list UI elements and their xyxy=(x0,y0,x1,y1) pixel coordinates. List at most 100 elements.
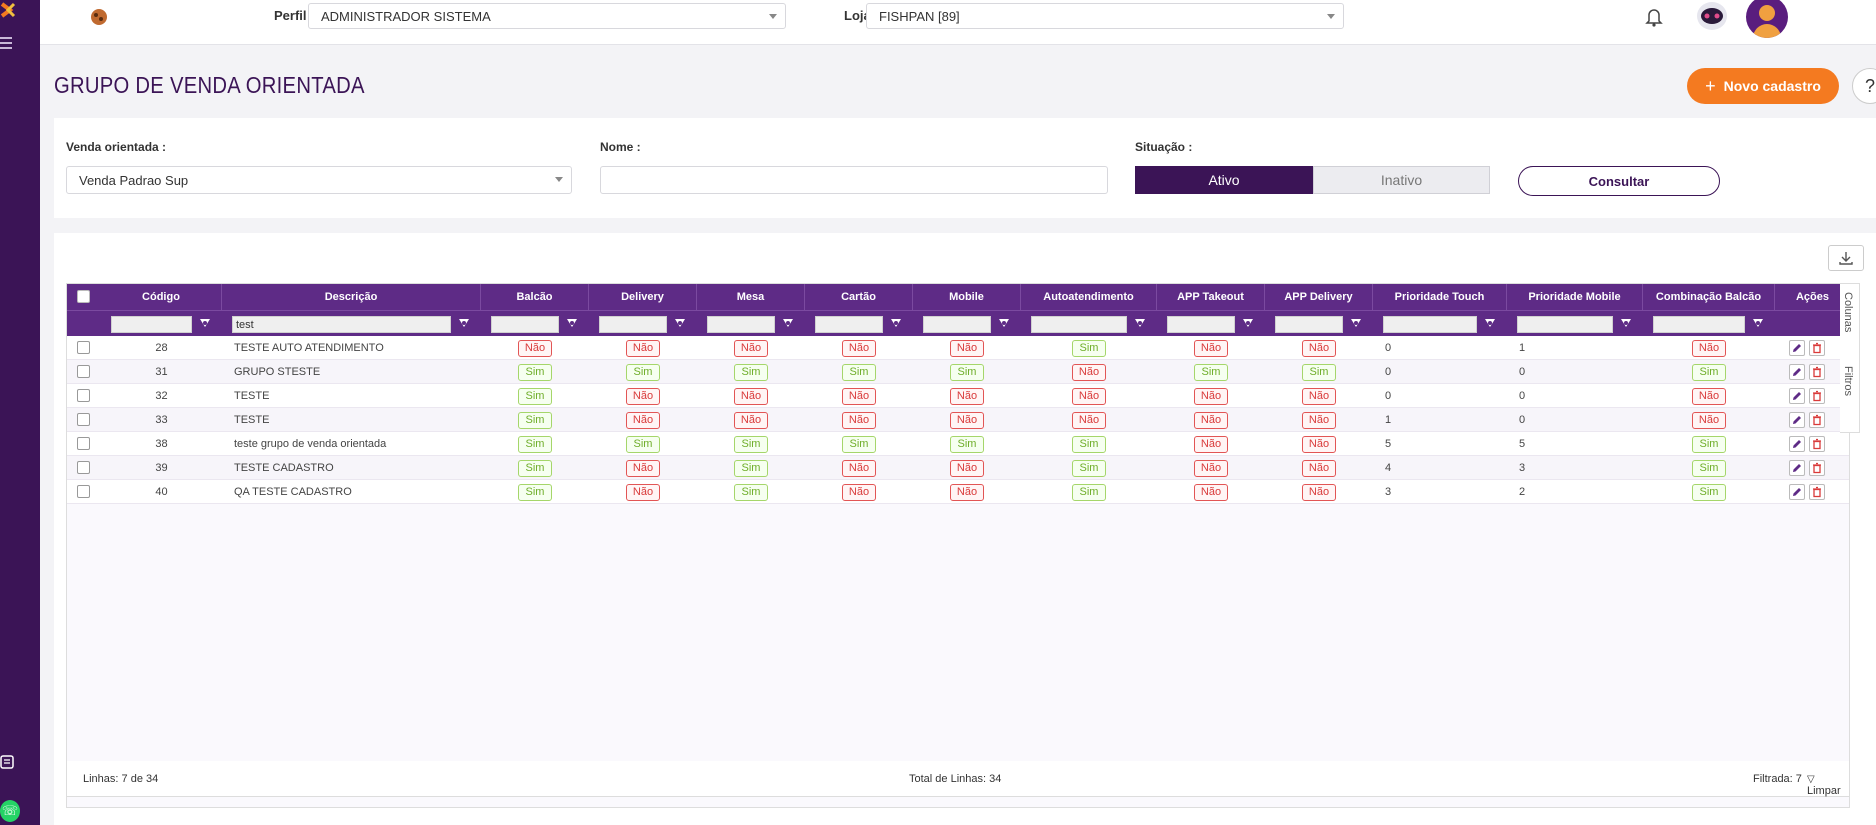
column-header-prioridade-mobile[interactable]: Prioridade Mobile xyxy=(1507,284,1643,310)
select-all-checkbox[interactable] xyxy=(77,290,90,303)
edit-icon[interactable] xyxy=(1789,340,1805,356)
perfil-select[interactable]: ADMINISTRADOR SISTEMA xyxy=(308,3,786,29)
delete-icon[interactable] xyxy=(1809,340,1825,356)
column-header-descricao[interactable]: Descrição xyxy=(222,284,481,310)
column-filter-prioridade-touch[interactable] xyxy=(1383,316,1477,333)
cell-prioridade-touch: 0 xyxy=(1385,366,1392,378)
filter-icon[interactable] xyxy=(1753,319,1763,327)
row-checkbox[interactable] xyxy=(77,485,90,498)
table-row[interactable]: 33 TESTE Sim Não Não Não Não Não Não Não 1 0 Não xyxy=(67,408,1849,432)
consult-button[interactable]: Consultar xyxy=(1518,166,1720,196)
grid-filter-row: test xyxy=(67,310,1849,336)
clear-filters-button[interactable]: ▽ Limpar xyxy=(1807,773,1849,797)
column-filter-codigo[interactable] xyxy=(111,316,192,333)
bell-icon[interactable] xyxy=(1644,6,1664,28)
column-header-mobile[interactable]: Mobile xyxy=(913,284,1021,310)
loja-select[interactable]: FISHPAN [89] xyxy=(866,3,1344,29)
table-row[interactable]: 40 QA TESTE CADASTRO Sim Não Sim Não Não Sim Não… xyxy=(67,480,1849,504)
nome-label: Nome : xyxy=(600,140,641,154)
table-row[interactable]: 31 GRUPO STESTE Sim Sim Sim Sim Sim Não Sim Sim 0 0… xyxy=(67,360,1849,384)
column-filter-autoatendimento[interactable] xyxy=(1031,316,1127,333)
column-filter-mesa[interactable] xyxy=(707,316,775,333)
delete-icon[interactable] xyxy=(1809,412,1825,428)
filter-icon[interactable] xyxy=(891,319,901,327)
column-filter-descricao[interactable]: test xyxy=(232,316,451,333)
status-badge-balcao: Não xyxy=(518,340,552,357)
column-header-autoatendimento[interactable]: Autoatendimento xyxy=(1021,284,1157,310)
column-filter-prioridade-mobile[interactable] xyxy=(1517,316,1613,333)
status-badge-combinacao-balcao: Não xyxy=(1692,388,1726,405)
filter-icon[interactable] xyxy=(999,319,1009,327)
column-header-codigo[interactable]: Código xyxy=(101,284,222,310)
edit-icon[interactable] xyxy=(1789,364,1805,380)
row-checkbox[interactable] xyxy=(77,365,90,378)
row-checkbox[interactable] xyxy=(77,413,90,426)
row-checkbox[interactable] xyxy=(77,461,90,474)
status-badge-combinacao-balcao: Não xyxy=(1692,412,1726,429)
support-icon[interactable] xyxy=(0,752,16,772)
row-checkbox[interactable] xyxy=(77,341,90,354)
column-filter-combinacao-balcao[interactable] xyxy=(1653,316,1745,333)
filters-tab[interactable]: Filtros xyxy=(1842,366,1854,396)
edit-icon[interactable] xyxy=(1789,388,1805,404)
column-header-mesa[interactable]: Mesa xyxy=(697,284,805,310)
edit-icon[interactable] xyxy=(1789,484,1805,500)
filter-icon[interactable] xyxy=(783,319,793,327)
filter-icon[interactable] xyxy=(567,319,577,327)
table-row[interactable]: 39 TESTE CADASTRO Sim Não Sim Não Não Sim Não Não… xyxy=(67,456,1849,480)
filter-icon[interactable] xyxy=(459,319,469,327)
row-checkbox[interactable] xyxy=(77,389,90,402)
export-button[interactable] xyxy=(1828,245,1864,271)
column-header-combinacao-balcao[interactable]: Combinação Balcão xyxy=(1643,284,1775,310)
filter-icon[interactable] xyxy=(1485,319,1495,327)
table-row[interactable]: 28 TESTE AUTO ATENDIMENTO Não Não Não Não Não S… xyxy=(67,336,1849,360)
column-header-cartao[interactable]: Cartão xyxy=(805,284,913,310)
status-badge-autoatendimento: Não xyxy=(1072,364,1106,381)
columns-tab[interactable]: Colunas xyxy=(1842,292,1854,333)
delete-icon[interactable] xyxy=(1809,460,1825,476)
assistant-robot-icon[interactable] xyxy=(1692,0,1732,36)
edit-icon[interactable] xyxy=(1789,412,1805,428)
filter-icon[interactable] xyxy=(1351,319,1361,327)
filter-icon[interactable] xyxy=(200,319,210,327)
delete-icon[interactable] xyxy=(1809,364,1825,380)
delete-icon[interactable] xyxy=(1809,484,1825,500)
column-filter-app-delivery[interactable] xyxy=(1275,316,1343,333)
table-row[interactable]: 32 TESTE Sim Não Não Não Não Não Não Não 0 0 Não xyxy=(67,384,1849,408)
column-header-balcao[interactable]: Balcão xyxy=(481,284,589,310)
user-avatar[interactable] xyxy=(1746,0,1788,38)
help-button[interactable]: ? xyxy=(1852,68,1876,104)
column-header-app-takeout[interactable]: APP Takeout xyxy=(1157,284,1265,310)
column-header-acoes[interactable]: Ações xyxy=(1775,284,1849,310)
situacao-inativo-toggle[interactable]: Inativo xyxy=(1313,166,1490,194)
column-filter-app-takeout[interactable] xyxy=(1167,316,1235,333)
table-row[interactable]: 38 teste grupo de venda orientada Sim Sim Si… xyxy=(67,432,1849,456)
perfil-label: Perfil : xyxy=(274,8,315,23)
filter-icon[interactable] xyxy=(1621,319,1631,327)
column-filter-balcao[interactable] xyxy=(491,316,559,333)
sidebar: ☏ xyxy=(0,0,40,825)
edit-icon[interactable] xyxy=(1789,436,1805,452)
nome-input[interactable] xyxy=(600,166,1108,194)
app-logo-icon[interactable] xyxy=(0,0,22,20)
menu-toggle-icon[interactable] xyxy=(0,34,14,50)
status-badge-mesa: Não xyxy=(734,340,768,357)
situacao-ativo-toggle[interactable]: Ativo xyxy=(1135,166,1313,194)
delete-icon[interactable] xyxy=(1809,436,1825,452)
column-header-delivery[interactable]: Delivery xyxy=(589,284,697,310)
column-filter-delivery[interactable] xyxy=(599,316,667,333)
delete-icon[interactable] xyxy=(1809,388,1825,404)
cell-prioridade-touch: 0 xyxy=(1385,390,1392,402)
column-filter-mobile[interactable] xyxy=(923,316,991,333)
column-filter-cartao[interactable] xyxy=(815,316,883,333)
new-record-button[interactable]: + Novo cadastro xyxy=(1687,68,1839,104)
venda-orientada-select[interactable]: Venda Padrao Sup xyxy=(66,166,572,194)
filter-icon[interactable] xyxy=(1135,319,1145,327)
edit-icon[interactable] xyxy=(1789,460,1805,476)
column-header-prioridade-touch[interactable]: Prioridade Touch xyxy=(1373,284,1507,310)
column-header-app-delivery[interactable]: APP Delivery xyxy=(1265,284,1373,310)
filter-icon[interactable] xyxy=(675,319,685,327)
filter-icon[interactable] xyxy=(1243,319,1253,327)
whatsapp-icon[interactable]: ☏ xyxy=(0,800,20,822)
row-checkbox[interactable] xyxy=(77,437,90,450)
